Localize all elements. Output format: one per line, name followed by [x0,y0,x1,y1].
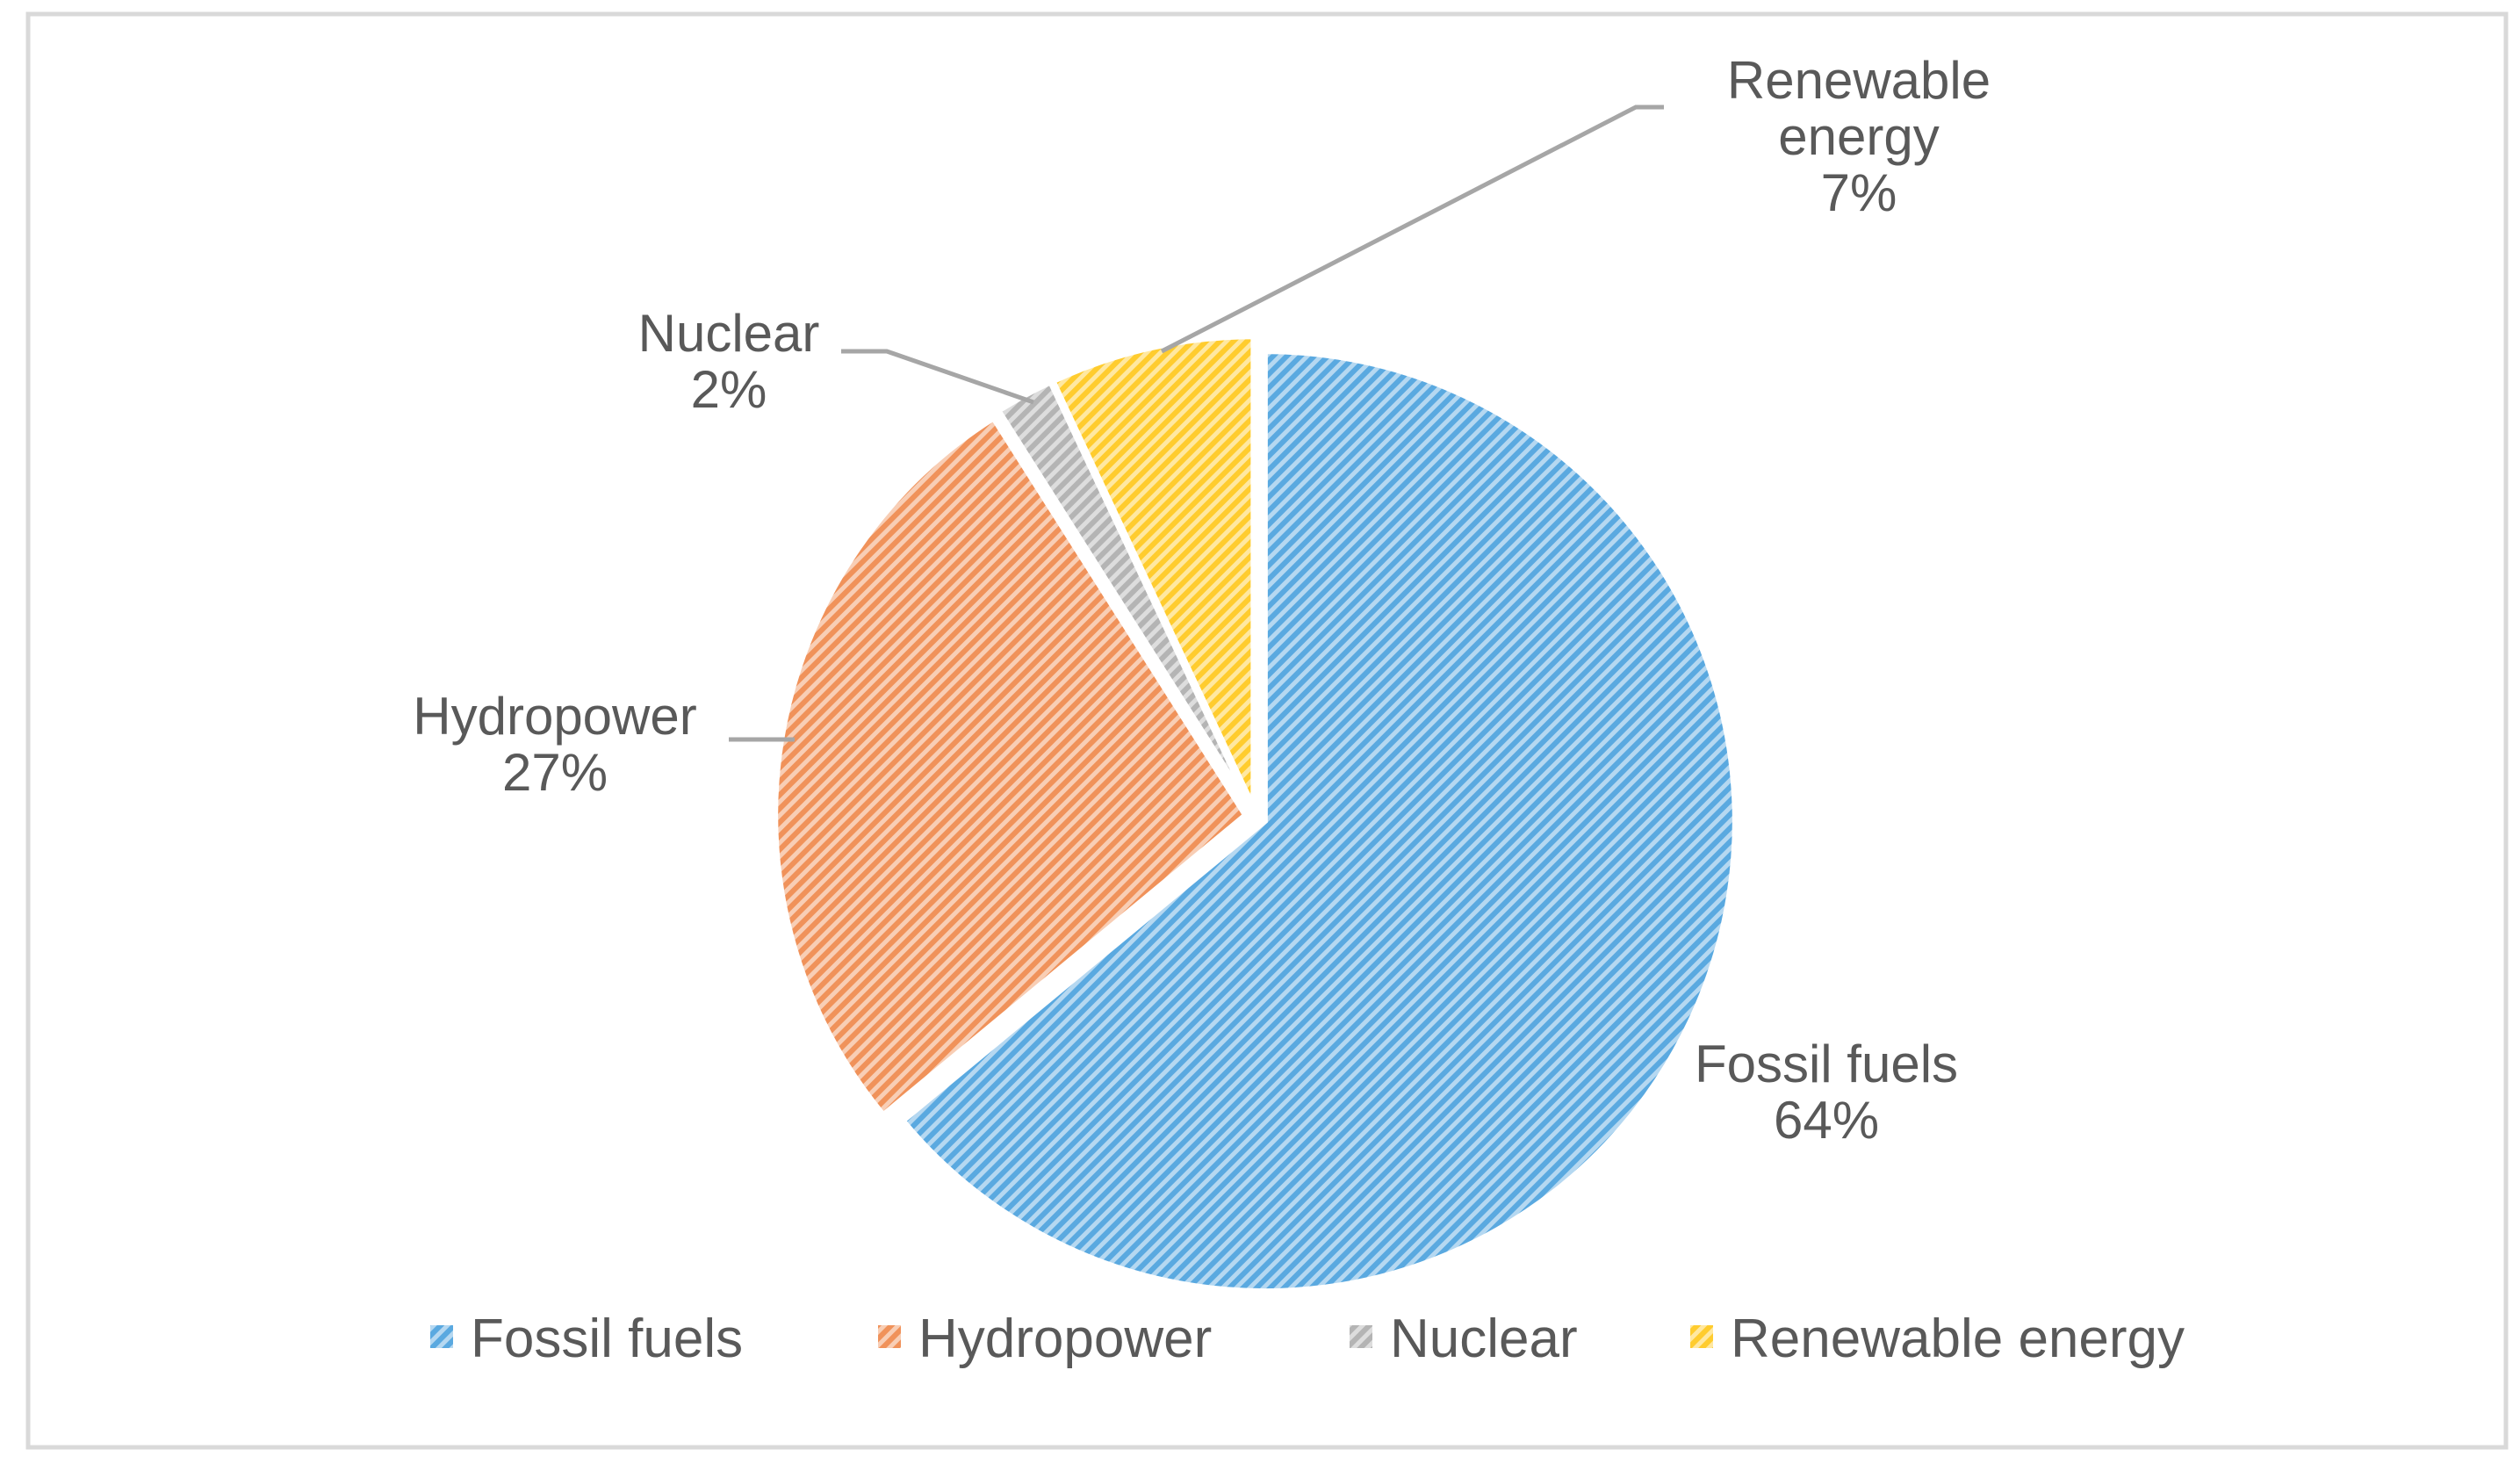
slice-label-nuclear: Nuclear [638,304,820,363]
legend-swatch-nuclear [1350,1325,1372,1348]
slice-label-hydropower: Hydropower [413,687,696,746]
legend-item-renewable-energy: Renewable energy [1690,1309,2185,1369]
pie-slices [773,334,1738,1295]
pie-slice-nuclear [995,379,1253,810]
legend-item-hydropower: Hydropower [878,1309,1212,1369]
legend-swatch-fossil-fuels [430,1325,453,1348]
legend-label-fossil-fuels: Fossil fuels [471,1309,743,1369]
slice-percent-nuclear: 2% [691,360,767,419]
slice-label-renewable-energy: Renewable [1727,51,1991,110]
leader-line-nuclear [841,349,1034,405]
slice-label-renewable-energy: energy [1778,107,1939,166]
legend-swatch-renewable-energy [1690,1325,1713,1348]
slice-label-fossil-fuels: Fossil fuels [1695,1035,1958,1093]
pie-slice-fossil-fuels [899,349,1738,1295]
legend: Fossil fuels Hydropower Nuclear Renewable e… [430,1309,2185,1369]
legend-item-nuclear: Nuclear [1350,1309,1578,1369]
legend-swatch-hydropower [878,1325,901,1348]
leader-lines [729,105,1664,742]
legend-item-fossil-fuels: Fossil fuels [430,1309,743,1369]
pie-slice-renewable-energy [1049,334,1256,808]
slice-percent-fossil-fuels: 64% [1774,1091,1879,1150]
legend-label-hydropower: Hydropower [918,1309,1212,1369]
leader-line-renewable-energy [1160,105,1664,354]
legend-label-nuclear: Nuclear [1390,1309,1578,1369]
legend-label-renewable-energy: Renewable energy [1731,1309,2185,1369]
slice-percent-hydropower: 27% [502,743,608,802]
slice-percent-renewable-energy: 7% [1821,163,1897,222]
